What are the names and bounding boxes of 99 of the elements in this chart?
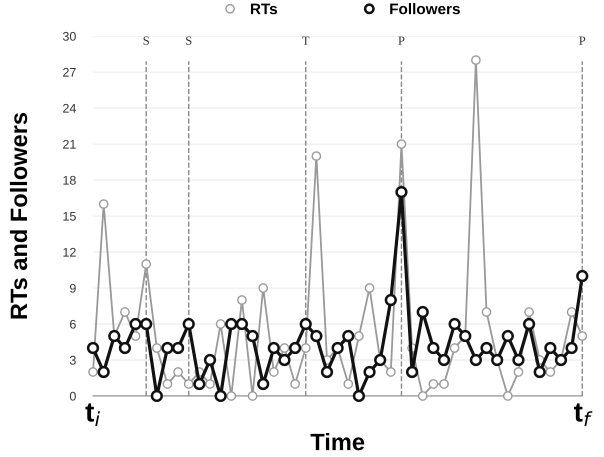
- point: [439, 379, 449, 389]
- point: [396, 139, 406, 149]
- point: [204, 354, 216, 366]
- annotation: P: [398, 36, 404, 45]
- point: [236, 318, 248, 330]
- point: [88, 367, 98, 377]
- point: [384, 294, 397, 306]
- point: [98, 366, 110, 378]
- point: [140, 318, 152, 330]
- point: [310, 330, 322, 342]
- point: [182, 318, 195, 330]
- y-tick-label: 21: [63, 140, 76, 149]
- point: [395, 186, 408, 198]
- point: [257, 378, 270, 390]
- point: [448, 318, 461, 330]
- point: [246, 330, 259, 342]
- point: [216, 319, 226, 329]
- point: [544, 342, 556, 354]
- y-tick-label: 12: [63, 248, 76, 257]
- point: [214, 390, 227, 402]
- annotation: T: [302, 36, 310, 45]
- point: [141, 259, 152, 269]
- point: [258, 283, 268, 293]
- point: [471, 55, 481, 65]
- point: [418, 391, 428, 401]
- point: [300, 343, 311, 353]
- y-tick-label: 9: [70, 284, 76, 293]
- point: [534, 366, 546, 378]
- y-axis-title: RTs and Followers: [10, 112, 28, 319]
- point: [120, 307, 130, 317]
- y-tick-label: 30: [62, 32, 76, 41]
- point: [352, 390, 366, 402]
- point: [343, 379, 354, 389]
- point: [342, 330, 354, 342]
- annotation: S: [144, 36, 149, 45]
- annotation: S: [186, 36, 192, 45]
- point: [320, 366, 334, 378]
- point: [288, 342, 302, 354]
- point: [161, 342, 174, 354]
- point: [416, 306, 429, 318]
- point: [514, 367, 524, 377]
- point: [150, 390, 163, 402]
- point: [278, 354, 291, 366]
- point: [98, 199, 109, 209]
- y-tick-label: 24: [63, 104, 76, 113]
- y-tick-label: 3: [70, 356, 76, 365]
- point: [268, 342, 280, 354]
- point: [470, 354, 482, 366]
- point: [386, 367, 396, 377]
- point: [172, 342, 184, 354]
- point: [363, 366, 376, 378]
- point: [480, 342, 493, 354]
- legend-label: Followers: [390, 3, 460, 14]
- legend-label: RTs: [250, 4, 278, 14]
- point: [577, 331, 588, 341]
- point: [173, 367, 183, 377]
- point: [522, 318, 536, 330]
- point: [312, 151, 322, 161]
- point: [162, 379, 172, 389]
- point: [566, 307, 576, 317]
- point: [205, 379, 215, 389]
- point: [237, 295, 247, 305]
- y-tick-label: 27: [63, 68, 76, 77]
- y-tick-label: 6: [70, 320, 76, 329]
- point: [268, 367, 279, 377]
- point: [438, 354, 450, 366]
- point: [545, 367, 556, 377]
- y-tick-label: 15: [63, 212, 76, 221]
- point: [184, 379, 194, 389]
- point: [118, 342, 132, 354]
- point: [226, 391, 236, 401]
- point: [364, 283, 374, 293]
- point: [512, 354, 525, 366]
- point: [152, 343, 162, 353]
- point: [129, 318, 142, 330]
- point: [566, 342, 578, 354]
- point: [502, 391, 513, 401]
- point: [450, 343, 460, 353]
- point: [524, 307, 534, 317]
- point: [225, 318, 238, 330]
- y-tick-label: 0: [70, 392, 76, 401]
- point: [576, 270, 588, 282]
- point: [280, 343, 290, 353]
- point: [193, 378, 206, 390]
- y-tick-label: 18: [63, 176, 76, 185]
- point: [482, 307, 492, 317]
- point: [428, 379, 438, 389]
- point: [300, 318, 312, 330]
- x-tick-label: t$_{f}$: [574, 403, 592, 426]
- point: [86, 342, 100, 354]
- point: [248, 391, 258, 401]
- point: [290, 379, 300, 389]
- point: [427, 342, 440, 354]
- annotation: P: [579, 36, 586, 45]
- point: [354, 331, 364, 341]
- point: [502, 330, 514, 342]
- point: [406, 366, 418, 378]
- x-axis-title: Time: [310, 432, 364, 450]
- x-tick-label: t$_{i}$: [85, 403, 100, 426]
